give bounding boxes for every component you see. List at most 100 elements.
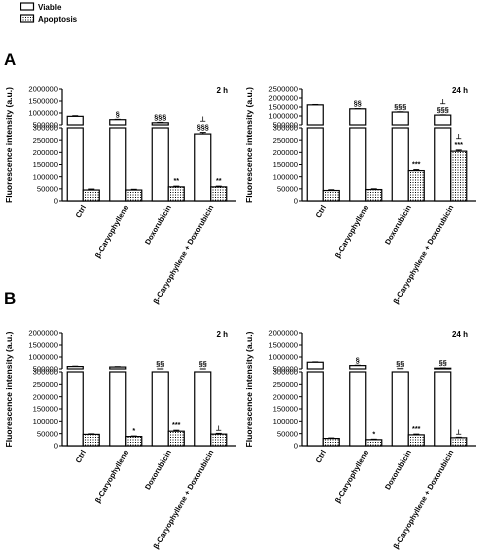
y-tick-label: 50000: [277, 429, 298, 438]
bar-viable-lower: [151, 371, 169, 447]
bar-viable-upper: [109, 366, 127, 370]
bar-viable-lower: [109, 127, 127, 202]
bar-apoptosis: [210, 433, 228, 447]
bar-viable-upper: [391, 111, 409, 126]
significance-marker: §§§: [437, 105, 449, 114]
y-tick-label: 150000: [33, 405, 58, 414]
bar-apoptosis: [125, 189, 143, 202]
panel-label-a: A: [4, 50, 17, 69]
x-category-label: Ctrl: [314, 449, 328, 465]
x-category-label: Doxorubicin: [383, 203, 413, 246]
y-tick-label: 250000: [273, 380, 298, 389]
bar-apoptosis: [407, 169, 425, 202]
y-tick-label: 250000: [33, 380, 58, 389]
y-tick-label: 2000000: [28, 85, 58, 94]
legend-item-viable: Viable: [20, 2, 62, 12]
y-tick-label: 2000000: [28, 329, 58, 338]
significance-marker: §§: [199, 359, 207, 368]
x-category-label: β-Caryophyllene: [93, 449, 131, 505]
y-tick-label: 1000000: [28, 353, 58, 362]
significance-marker: §§: [396, 359, 404, 368]
legend-label-viable: Viable: [38, 3, 62, 12]
significance-marker: §§: [156, 359, 164, 368]
bar-viable-upper: [349, 365, 367, 370]
y-tick-label: 1500000: [28, 341, 58, 350]
y-tick-label: 1500000: [268, 103, 298, 112]
bar-viable-lower: [349, 371, 367, 447]
y-tick-label: 50000: [37, 429, 58, 438]
y-tick-label: 100000: [33, 172, 58, 181]
significance-marker: ⊥: [440, 97, 446, 106]
y-tick-label: 2000000: [268, 94, 298, 103]
y-axis-title: Fluorescence intensity (a.u.): [4, 331, 14, 447]
bar-viable-lower: [349, 127, 367, 202]
bar-viable-lower: [194, 371, 212, 447]
bar-apoptosis: [322, 189, 340, 202]
chart-legend: Viable Apoptosis: [20, 2, 78, 24]
panel-label-b: B: [4, 289, 17, 308]
time-label: 2 h: [216, 86, 228, 95]
significance-marker: *: [372, 429, 375, 438]
bar-viable-lower: [151, 127, 169, 202]
bar-apoptosis: [82, 189, 100, 202]
y-tick-label: 250000: [273, 136, 298, 145]
y-tick-label: 300000: [273, 124, 298, 133]
significance-marker: §§§: [394, 102, 406, 111]
y-tick-label: 0: [54, 442, 58, 451]
bar-viable-lower: [66, 127, 84, 202]
significance-marker: §§: [354, 99, 362, 108]
significance-marker: §§§: [197, 123, 209, 132]
significance-marker: ***: [412, 424, 421, 433]
bar-viable-upper: [306, 104, 324, 126]
x-category-label: Doxorubicin: [143, 448, 173, 491]
bar-apoptosis: [450, 437, 468, 447]
bar-apoptosis: [365, 439, 383, 447]
y-tick-label: 2000000: [268, 329, 298, 338]
y-tick-label: 0: [294, 197, 298, 206]
x-category-label: Ctrl: [314, 204, 328, 220]
y-tick-label: 150000: [273, 405, 298, 414]
bar-viable-upper: [66, 115, 84, 126]
bar-viable-lower: [434, 127, 452, 202]
y-tick-label: 0: [294, 442, 298, 451]
y-tick-label: 0: [54, 197, 58, 206]
y-tick-label: 500000: [33, 365, 58, 374]
significance-marker: **: [173, 176, 179, 185]
bar-apoptosis: [322, 437, 340, 447]
bar-apoptosis: [82, 433, 100, 447]
y-tick-label: 150000: [33, 160, 58, 169]
y-tick-label: 500000: [273, 365, 298, 374]
significance-marker: ⊥: [456, 427, 462, 436]
bar-viable-upper: [151, 122, 169, 126]
chart-b-2h: 500000 1000000 1500000 2000000 0 50000 100000 1…: [4, 329, 236, 550]
y-axis-title: Fluorescence intensity (a.u.): [244, 331, 254, 447]
bar-viable-upper: [434, 114, 452, 126]
y-tick-label: 2500000: [268, 85, 298, 94]
time-label: 2 h: [216, 330, 228, 339]
bar-apoptosis: [125, 436, 143, 447]
y-tick-label: 1500000: [28, 97, 58, 106]
y-tick-label: 100000: [33, 417, 58, 426]
y-tick-label: 200000: [273, 148, 298, 157]
y-tick-label: 300000: [33, 124, 58, 133]
y-tick-label: 1000000: [268, 112, 298, 121]
bar-viable-lower: [391, 127, 409, 202]
x-category-label: Ctrl: [74, 204, 88, 220]
significance-marker: ⊥: [216, 423, 222, 432]
significance-marker: §: [116, 109, 120, 118]
legend-swatch-apoptosis: [20, 14, 35, 23]
bar-viable-lower: [434, 371, 452, 447]
y-tick-label: 150000: [273, 160, 298, 169]
bar-apoptosis: [167, 186, 185, 202]
y-tick-label: 250000: [33, 136, 58, 145]
y-tick-label: 50000: [277, 184, 298, 193]
y-tick-label: 300000: [273, 368, 298, 377]
significance-marker: §: [356, 355, 360, 364]
bar-apoptosis: [210, 186, 228, 202]
y-tick-label: 200000: [33, 392, 58, 401]
bar-apoptosis: [450, 150, 468, 202]
y-tick-label: 500000: [273, 121, 298, 130]
time-label: 24 h: [452, 86, 468, 95]
bar-viable-upper: [66, 365, 84, 370]
